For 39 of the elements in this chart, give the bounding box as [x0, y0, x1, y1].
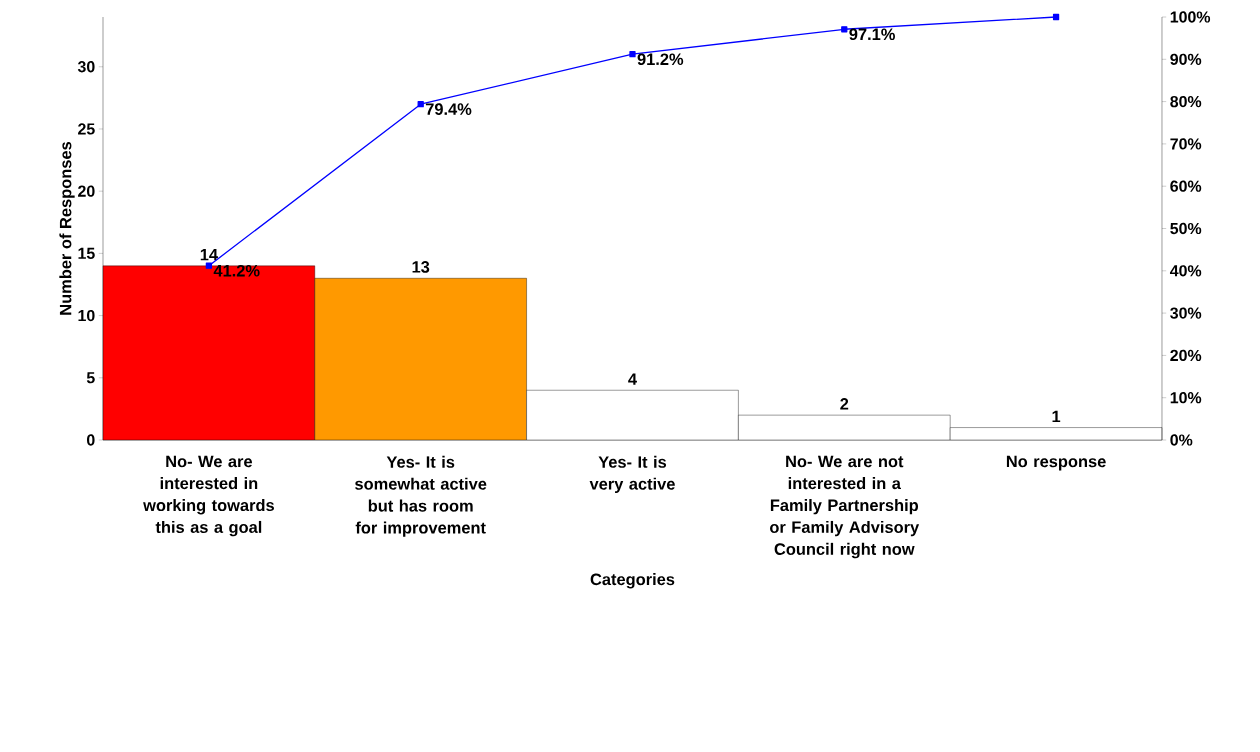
y2-tick-label: 50% [1170, 222, 1202, 235]
x-tick-label: No- We are not interested in a Family Partnership or Family Advisory Council right now [770, 455, 920, 559]
y2-tick-label: 30% [1170, 307, 1202, 319]
data-label: 79.4% [425, 103, 472, 115]
y2-tick-label: 80% [1170, 95, 1202, 108]
y2-tick-label: 40% [1169, 265, 1202, 277]
data-label: 4 [628, 373, 637, 385]
data-label: 14 [200, 249, 218, 261]
y-tick-label: 0 [86, 434, 95, 446]
point [417, 101, 424, 108]
y-tick-label: 20 [78, 185, 95, 197]
y2-tick-label: 90% [1170, 53, 1202, 65]
x-tick-label: No- We are interested in working towards this as a goal [143, 455, 274, 537]
point [841, 26, 848, 33]
y-tick-label: 25 [78, 123, 95, 135]
data-label: 13 [412, 261, 430, 273]
y-tick-label: 15 [78, 247, 95, 259]
data-label: 2 [840, 398, 849, 410]
data-label: 1 [1052, 410, 1061, 423]
y2-tick-label: 10% [1170, 392, 1202, 404]
x-tick-label: Yes- It is somewhat active but has room for improvement [355, 455, 487, 537]
point [205, 262, 213, 269]
y2-tick-label: 0% [1170, 434, 1193, 446]
point [629, 51, 636, 58]
y2-tick-label: 20% [1170, 349, 1202, 362]
point [1052, 13, 1060, 21]
y-tick-label: 5 [86, 372, 95, 384]
y2-tick-label: 60% [1170, 180, 1202, 192]
y-tick-label: 10 [78, 309, 95, 322]
data-label: 91.2% [637, 53, 684, 66]
x-tick-label: No response [1006, 455, 1106, 471]
y-tick-label: 30 [77, 61, 95, 73]
data-label: 41.2% [213, 264, 260, 277]
y-axis-title: Number of Responses [59, 141, 75, 315]
x-tick-label: Yes- It is very active [589, 455, 675, 494]
data-label: 97.1% [849, 28, 895, 41]
x-axis-title: Categories [590, 573, 675, 589]
y2-tick-label: 70% [1170, 138, 1202, 150]
y2-tick-label: 100% [1170, 11, 1211, 23]
